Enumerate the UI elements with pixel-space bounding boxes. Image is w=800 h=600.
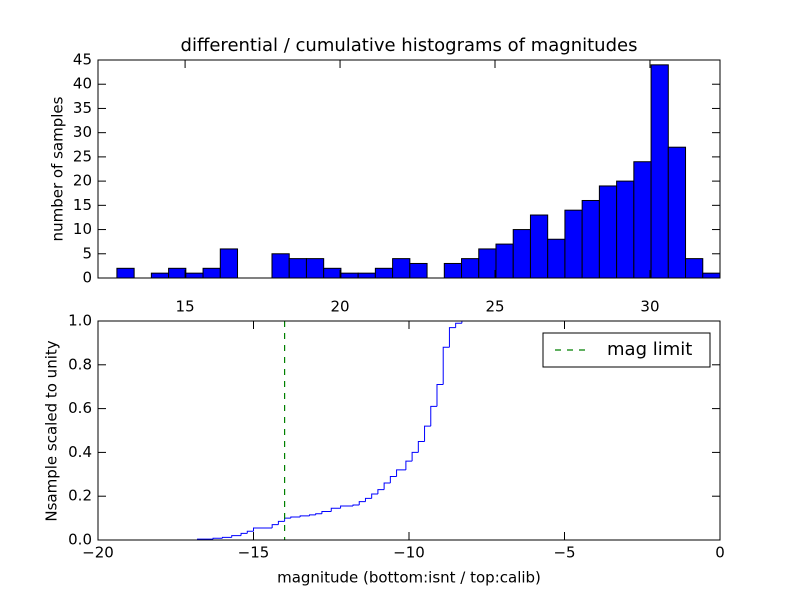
histogram-bar xyxy=(202,267,221,279)
histogram-bar xyxy=(357,272,376,279)
step-line xyxy=(271,524,279,528)
step-line xyxy=(240,532,248,536)
chart-title: differential / cumulative histograms of … xyxy=(181,35,638,56)
histogram-bar xyxy=(219,248,239,279)
x-tick-label: 25 xyxy=(485,298,504,316)
x-tick-label: −10 xyxy=(393,544,425,562)
histogram-bar xyxy=(392,258,411,279)
x-tick-label: 0 xyxy=(715,544,725,562)
y-tick-label: 35 xyxy=(73,99,92,117)
histogram-bar xyxy=(512,229,531,279)
histogram-bar xyxy=(529,214,549,279)
y-tick-label: 0.6 xyxy=(68,399,92,417)
y-tick-label: 20 xyxy=(73,172,92,190)
histogram-bar xyxy=(340,272,359,279)
histogram-bar xyxy=(305,258,325,279)
step-line xyxy=(315,513,322,515)
step-line xyxy=(212,537,223,540)
step-line xyxy=(389,475,397,484)
y-axis-label: number of samples xyxy=(49,96,67,241)
y-tick-label: 0.0 xyxy=(68,531,92,549)
step-line xyxy=(299,515,310,518)
y-tick-label: 0.4 xyxy=(68,443,92,461)
histogram-bar xyxy=(495,243,514,279)
step-line xyxy=(352,504,360,507)
step-line xyxy=(371,493,378,499)
axes-frame xyxy=(97,59,721,279)
y-tick-label: 40 xyxy=(73,75,92,93)
y-tick-label: 5 xyxy=(82,244,92,262)
y-tick-label: 1.0 xyxy=(68,312,92,330)
step-line xyxy=(364,497,372,502)
x-tick-label: 15 xyxy=(176,298,195,316)
step-line xyxy=(417,440,425,453)
step-line xyxy=(340,505,354,509)
histogram-bar xyxy=(685,258,704,279)
histogram-bar xyxy=(581,199,600,279)
y-tick-label: 0 xyxy=(82,269,92,287)
y-tick-label: 0.8 xyxy=(68,355,92,373)
y-tick-label: 15 xyxy=(73,196,92,214)
step-line xyxy=(221,536,232,539)
y-tick-label: 30 xyxy=(73,123,92,141)
y-axis-label: Nsample scaled to unity xyxy=(43,340,61,521)
step-line xyxy=(430,405,437,427)
histogram-bar xyxy=(409,262,428,279)
step-line xyxy=(448,327,456,348)
histogram-bar xyxy=(478,248,497,279)
histogram-bar xyxy=(564,209,583,279)
step-line xyxy=(284,517,291,522)
histogram-bar xyxy=(150,272,170,279)
histogram-bar xyxy=(323,267,342,279)
step-line xyxy=(455,322,462,328)
legend-label: mag limit xyxy=(607,339,692,360)
step-line xyxy=(377,489,385,495)
x-tick-label: −15 xyxy=(238,544,270,562)
histogram-bar xyxy=(547,238,566,279)
x-tick-label: −20 xyxy=(82,544,114,562)
histogram-bar xyxy=(116,267,135,279)
step-line xyxy=(442,346,450,385)
histogram-bar xyxy=(443,262,463,279)
histogram-bar xyxy=(288,258,307,279)
step-line xyxy=(253,527,273,532)
step-line xyxy=(290,516,301,519)
y-tick-label: 10 xyxy=(73,220,92,238)
y-tick-label: 0.2 xyxy=(68,487,92,505)
step-line xyxy=(321,511,332,514)
histogram-bar xyxy=(633,161,652,279)
y-tick-label: 25 xyxy=(73,147,92,165)
step-line xyxy=(358,501,366,505)
step-line xyxy=(330,507,341,512)
histogram-bar xyxy=(616,180,635,279)
histogram-bar xyxy=(702,272,721,279)
histogram-bar xyxy=(650,64,669,279)
x-tick-label: 30 xyxy=(640,298,659,316)
histogram-bar xyxy=(598,185,618,279)
step-line xyxy=(436,384,444,407)
step-line xyxy=(308,514,316,516)
histogram-bar xyxy=(667,146,687,279)
step-line xyxy=(231,535,242,538)
histogram-bar xyxy=(461,258,480,279)
step-line xyxy=(277,520,285,525)
step-line xyxy=(396,469,406,477)
step-line xyxy=(383,482,391,490)
x-tick-label: 20 xyxy=(330,298,349,316)
x-axis-label: magnitude (bottom:isnt / top:calib) xyxy=(277,569,541,587)
histogram-bar xyxy=(271,253,290,279)
histogram-bar xyxy=(168,267,187,279)
histogram-bar xyxy=(185,272,204,279)
step-line xyxy=(411,451,419,462)
histogram-bar xyxy=(374,267,394,279)
step-line xyxy=(424,425,431,442)
x-tick-label: −5 xyxy=(553,544,575,562)
step-line xyxy=(246,530,254,534)
step-line xyxy=(405,460,413,470)
y-tick-label: 45 xyxy=(73,51,92,69)
